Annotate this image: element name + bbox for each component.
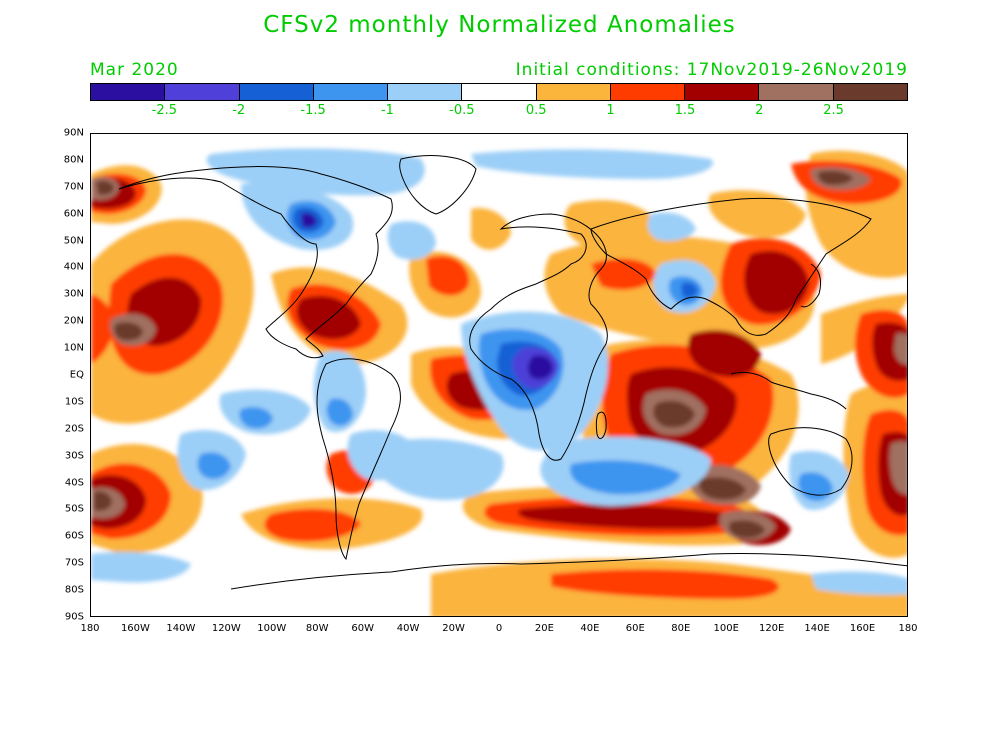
lat-tick-label: 70N — [63, 181, 84, 193]
lon-tick-label: 120E — [758, 623, 785, 634]
lon-tick-label: 120W — [211, 623, 241, 634]
lat-tick-label: 90N — [63, 127, 84, 139]
lon-tick-label: 80E — [671, 623, 691, 634]
anomaly-field — [91, 148, 907, 616]
colorbar-tick-label: -1.5 — [300, 103, 326, 118]
lon-tick-label: 40W — [396, 623, 420, 634]
lat-tick-label: 20N — [63, 315, 84, 327]
lon-tick-label: 140W — [166, 623, 196, 634]
lat-tick-label: 30N — [63, 288, 84, 300]
colorbar-segment — [239, 84, 314, 100]
colorbar-segment — [165, 84, 240, 100]
anomaly-map — [90, 133, 908, 617]
lat-tick-label: EQ — [69, 369, 84, 381]
lat-tick-label: 60S — [64, 530, 84, 542]
colorbar-tick-label: 1.5 — [674, 103, 696, 118]
lon-tick-label: 140E — [804, 623, 830, 634]
indonesia-outline — [730, 371, 847, 410]
colorbar-segment — [91, 84, 166, 100]
lon-tick-label: 160E — [849, 623, 876, 634]
colorbar-segment — [685, 84, 760, 100]
madagascar-outline — [595, 411, 607, 440]
colorbar-tick-label: -0.5 — [449, 103, 475, 118]
colorbar-tick-label: -1 — [380, 103, 394, 118]
coastlines — [118, 155, 907, 590]
lon-tick-label: 180 — [80, 623, 100, 634]
colorbar-tick-label: 0.5 — [525, 103, 547, 118]
lon-tick-label: 60E — [625, 623, 645, 634]
lat-tick-label: 10S — [64, 396, 84, 408]
forecast-month: Mar 2020 — [90, 60, 179, 80]
colorbar-tick-label: 2 — [755, 103, 764, 118]
asia-outline — [590, 197, 872, 336]
anomaly-negative-extreme — [301, 212, 553, 380]
lat-tick-label: 40N — [63, 261, 84, 273]
lat-tick-label: 50S — [64, 503, 84, 515]
lat-tick-label: 80S — [64, 584, 84, 596]
lat-tick-label: 80N — [63, 154, 84, 166]
lat-tick-label: 90S — [64, 611, 84, 623]
colorbar-tick-label: 2.5 — [823, 103, 844, 118]
initial-conditions: Initial conditions: 17Nov2019-26Nov2019 — [515, 60, 908, 80]
lon-tick-label: 40E — [580, 623, 600, 634]
lon-tick-label: 100E — [713, 623, 739, 634]
colorbar-tick-label: -2 — [232, 103, 246, 118]
lon-tick-label: 60W — [351, 623, 374, 634]
lat-tick-label: 50N — [63, 235, 84, 247]
colorbar — [90, 83, 908, 101]
colorbar-labels: -2.5 -2 -1.5 -1 -0.5 0.5 1 1.5 2 2.5 — [90, 103, 908, 119]
lat-tick-label: 30S — [64, 450, 84, 462]
lat-tick-label: 70S — [64, 557, 84, 569]
anomaly-positive-extreme — [94, 170, 853, 538]
lon-tick-label: 100W — [257, 623, 287, 634]
lon-tick-label: 80W — [305, 623, 329, 634]
colorbar-segment — [462, 84, 537, 100]
lat-tick-label: 10N — [63, 342, 84, 354]
colorbar-segment — [388, 84, 463, 100]
colorbar-segment — [759, 84, 834, 100]
colorbar-segment — [536, 84, 611, 100]
colorbar-tick-label: -2.5 — [151, 103, 178, 118]
chart-title: CFSv2 monthly Normalized Anomalies — [263, 12, 736, 38]
map-canvas — [91, 148, 907, 616]
north-america-outline — [118, 166, 393, 359]
south-america-outline — [316, 358, 401, 561]
lat-tick-label: 60N — [63, 208, 84, 220]
lon-tick-label: 180 — [898, 623, 918, 634]
lat-tick-label: 40S — [64, 477, 84, 489]
colorbar-tick-label: 1 — [606, 103, 615, 118]
colorbar-segment — [833, 84, 907, 100]
lon-tick-label: 20E — [534, 623, 554, 634]
colorbar-segment — [313, 84, 389, 100]
colorbar-segment — [610, 84, 686, 100]
lon-tick-label: 160W — [120, 623, 150, 634]
lon-tick-label: 0 — [495, 623, 503, 634]
lon-tick-label: 20W — [442, 623, 465, 634]
antarctica-outline — [230, 553, 907, 590]
australia-outline — [768, 427, 853, 496]
japan-outline — [800, 263, 822, 308]
lat-tick-label: 20S — [64, 423, 84, 435]
greenland-outline — [399, 155, 477, 215]
